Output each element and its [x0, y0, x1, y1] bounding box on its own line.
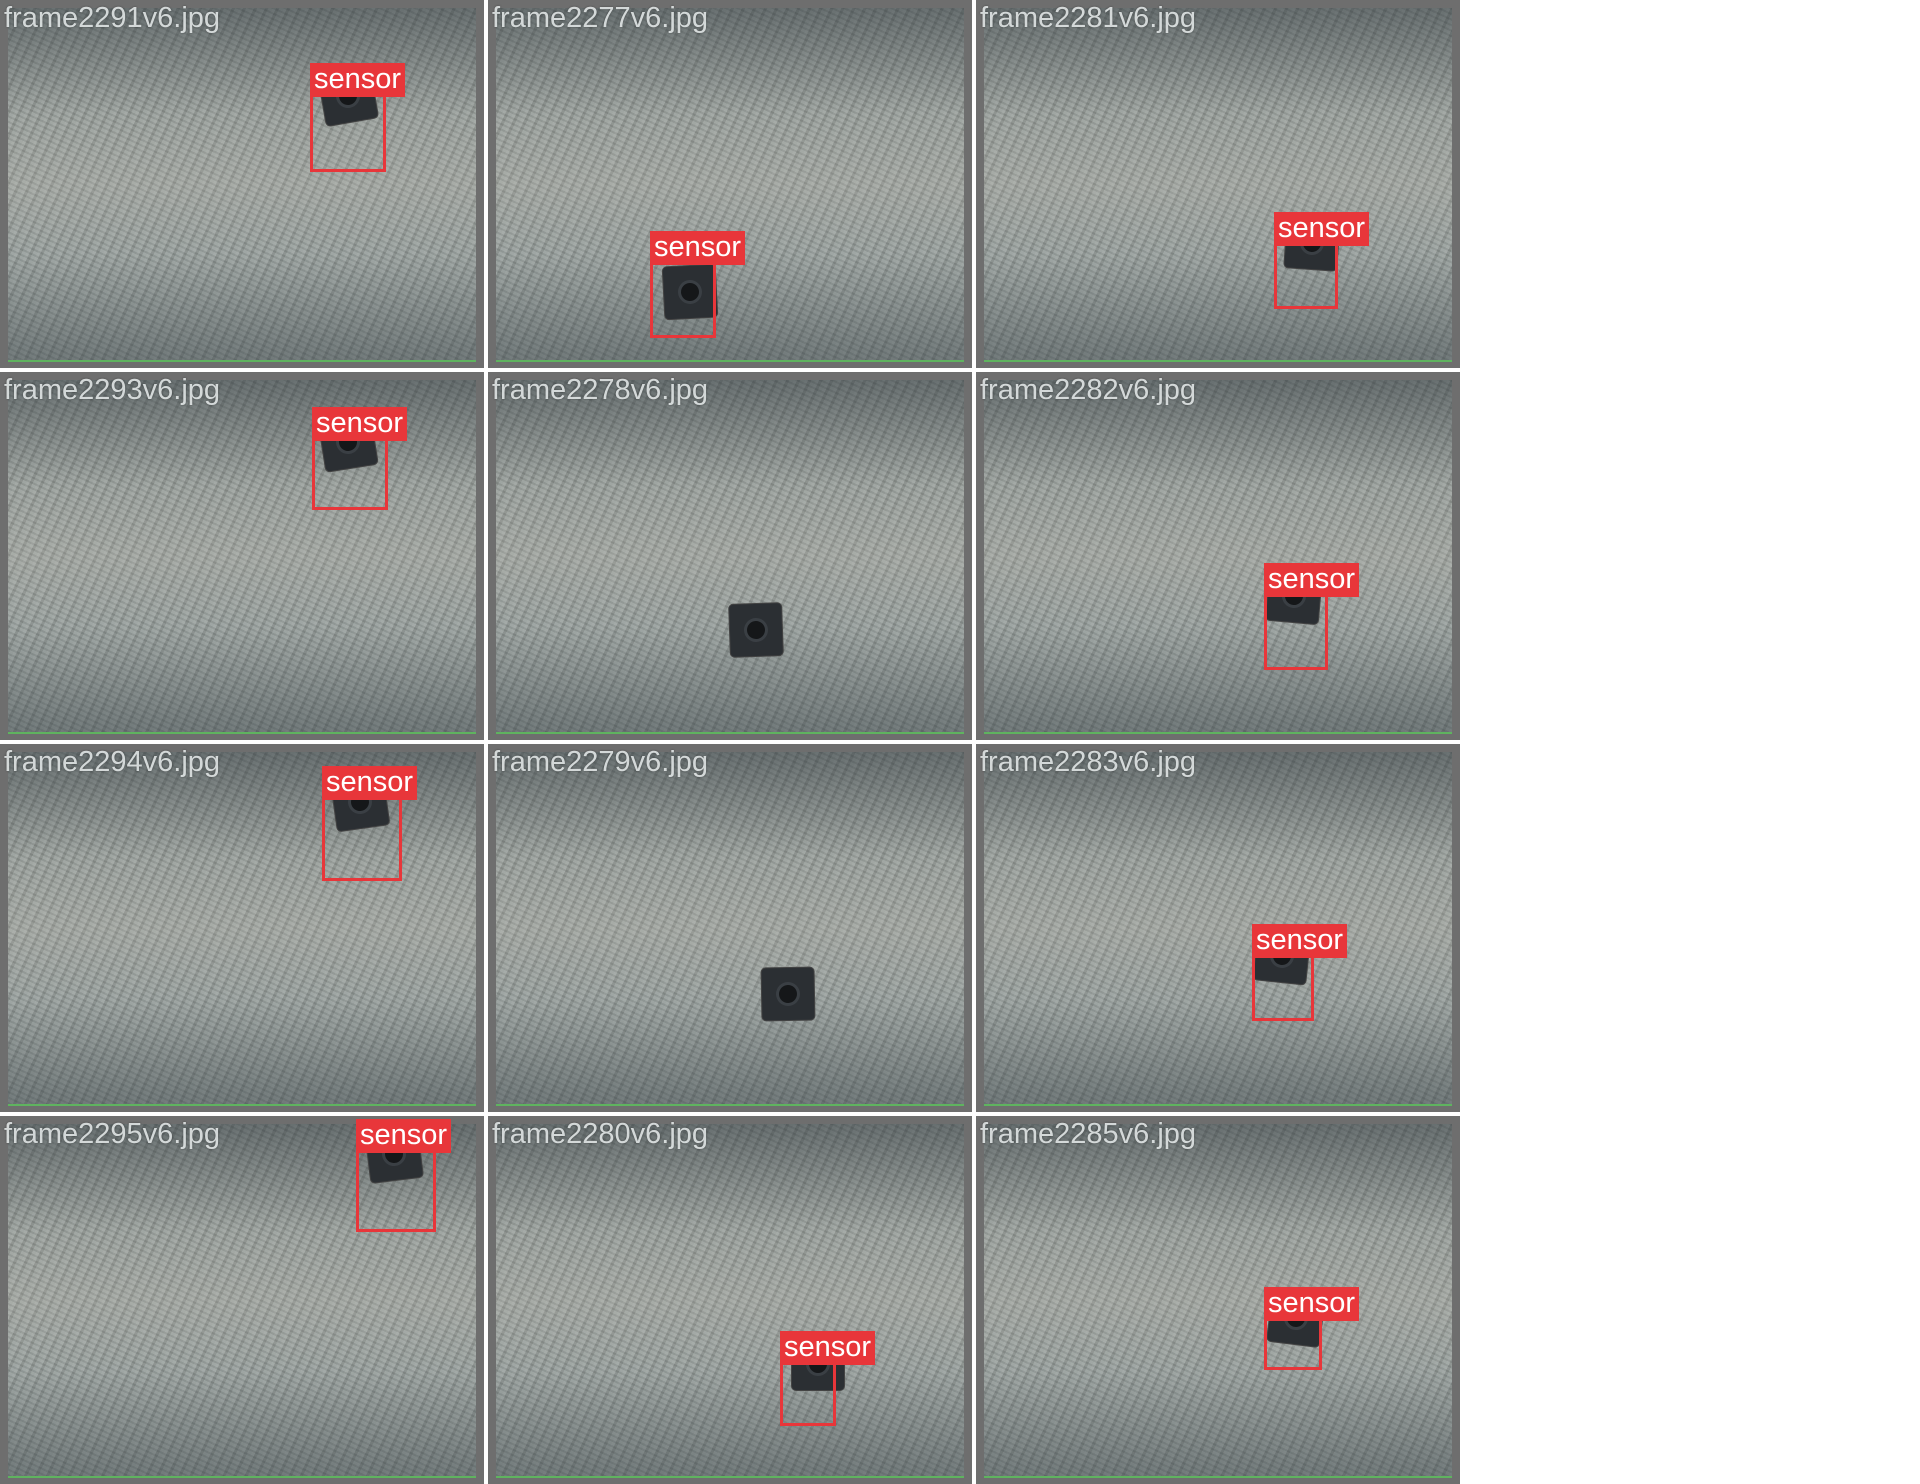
detection-box: sensor — [356, 1119, 452, 1232]
filename-label: frame2291v6.jpg — [4, 2, 221, 34]
ground-line — [496, 1476, 964, 1478]
detection-label: sensor — [1264, 1287, 1360, 1321]
detection-label: sensor — [650, 231, 746, 265]
detection-box: sensor — [1252, 924, 1348, 1021]
ground-photo — [8, 8, 476, 360]
ground-line — [8, 1476, 476, 1478]
detection-box: sensor — [310, 63, 406, 172]
detection-box: sensor — [312, 407, 408, 510]
detection-label: sensor — [1264, 563, 1360, 597]
detection-label: sensor — [312, 407, 408, 441]
ground-line — [8, 732, 476, 734]
ground-photo — [984, 752, 1452, 1104]
ground-photo — [984, 1124, 1452, 1476]
filename-label: frame2294v6.jpg — [4, 746, 221, 778]
filename-label: frame2280v6.jpg — [492, 1118, 709, 1150]
detection-label: sensor — [310, 63, 406, 97]
image-tile: frame2283v6.jpg sensor — [976, 744, 1460, 1112]
ground-photo — [496, 380, 964, 732]
ground-line — [984, 1104, 1452, 1106]
sensor-object — [761, 967, 815, 1021]
image-tile: frame2280v6.jpg sensor — [488, 1116, 972, 1484]
filename-label: frame2278v6.jpg — [492, 374, 709, 406]
ground-photo — [496, 752, 964, 1104]
detection-box: sensor — [1264, 1287, 1360, 1370]
detection-box: sensor — [1274, 212, 1370, 309]
detection-box: sensor — [650, 231, 746, 338]
filename-label: frame2281v6.jpg — [980, 2, 1197, 34]
ground-photo — [984, 380, 1452, 732]
ground-line — [8, 1104, 476, 1106]
image-tile: frame2293v6.jpg sensor — [0, 372, 484, 740]
filename-label: frame2295v6.jpg — [4, 1118, 221, 1150]
image-tile: frame2295v6.jpg sensor — [0, 1116, 484, 1484]
ground-line — [984, 360, 1452, 362]
filename-label: frame2283v6.jpg — [980, 746, 1197, 778]
ground-photo — [496, 8, 964, 360]
detection-label: sensor — [1252, 924, 1348, 958]
detection-label: sensor — [780, 1331, 876, 1365]
image-tile: frame2282v6.jpg sensor — [976, 372, 1460, 740]
filename-label: frame2285v6.jpg — [980, 1118, 1197, 1150]
ground-line — [984, 1476, 1452, 1478]
detection-box: sensor — [1264, 563, 1360, 670]
image-tile: frame2279v6.jpg — [488, 744, 972, 1112]
detection-box: sensor — [322, 766, 418, 881]
filename-label: frame2282v6.jpg — [980, 374, 1197, 406]
ground-line — [496, 1104, 964, 1106]
ground-photo — [8, 752, 476, 1104]
ground-photo — [496, 1124, 964, 1476]
ground-line — [496, 732, 964, 734]
ground-photo — [8, 1124, 476, 1476]
sensor-object — [729, 603, 783, 657]
detection-box: sensor — [780, 1331, 876, 1426]
image-tile: frame2291v6.jpg sensor — [0, 0, 484, 368]
detection-label: sensor — [322, 766, 418, 800]
detection-label: sensor — [356, 1119, 452, 1153]
image-tile: frame2278v6.jpg — [488, 372, 972, 740]
image-tile: frame2281v6.jpg sensor — [976, 0, 1460, 368]
filename-label: frame2293v6.jpg — [4, 374, 221, 406]
ground-line — [496, 360, 964, 362]
ground-line — [984, 732, 1452, 734]
detection-label: sensor — [1274, 212, 1370, 246]
image-tile: frame2277v6.jpg sensor — [488, 0, 972, 368]
filename-label: frame2277v6.jpg — [492, 2, 709, 34]
image-tile: frame2294v6.jpg sensor — [0, 744, 484, 1112]
ground-photo — [984, 8, 1452, 360]
image-tile: frame2285v6.jpg sensor — [976, 1116, 1460, 1484]
filename-label: frame2279v6.jpg — [492, 746, 709, 778]
ground-line — [8, 360, 476, 362]
